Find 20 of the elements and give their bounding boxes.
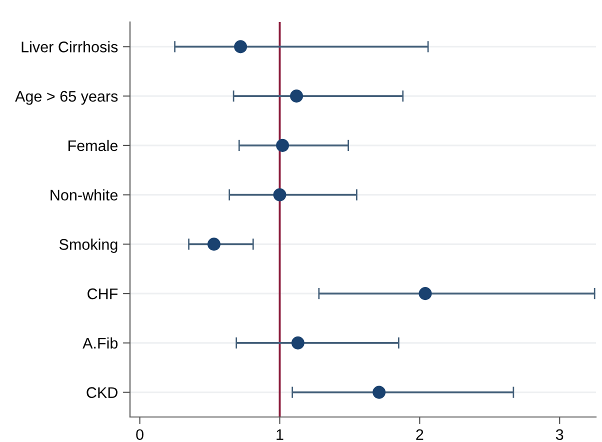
- point: [273, 188, 286, 202]
- x-tick-label: 3: [556, 429, 564, 440]
- point: [276, 138, 290, 152]
- y-tick-label: Age > 65 years: [15, 90, 118, 105]
- x-tick-label: 2: [416, 429, 424, 440]
- y-tick-label: A.Fib: [82, 337, 118, 349]
- point: [372, 386, 386, 399]
- y-tick-label: Female: [68, 140, 118, 152]
- point: [290, 90, 304, 103]
- y-tick-label: Liver Cirrhosis: [22, 41, 118, 52]
- point: [207, 238, 220, 251]
- x-tick-label: 1: [276, 429, 284, 440]
- point: [234, 40, 248, 54]
- y-tick-label: CKD: [86, 387, 118, 398]
- y-tick-label: CHF: [88, 288, 118, 300]
- y-tick-label: Non-white: [50, 189, 118, 200]
- point: [291, 336, 304, 350]
- point: [418, 287, 432, 300]
- x-tick-label: 0: [136, 429, 144, 440]
- y-tick-label: Smoking: [59, 238, 118, 253]
